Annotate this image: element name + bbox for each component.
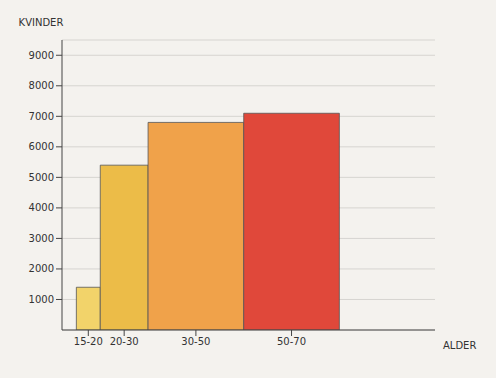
- svg-text:1000: 1000: [29, 294, 54, 305]
- svg-text:ALDER: ALDER: [443, 340, 476, 351]
- svg-text:7000: 7000: [29, 111, 54, 122]
- svg-text:3000: 3000: [29, 233, 54, 244]
- svg-text:5000: 5000: [29, 172, 54, 183]
- svg-text:9000: 9000: [29, 50, 54, 61]
- svg-text:6000: 6000: [29, 141, 54, 152]
- svg-text:20-30: 20-30: [110, 336, 139, 347]
- svg-text:4000: 4000: [29, 202, 54, 213]
- svg-text:30-50: 30-50: [181, 336, 210, 347]
- svg-text:2000: 2000: [29, 263, 54, 274]
- svg-text:50-70: 50-70: [277, 336, 306, 347]
- svg-text:KVINDER: KVINDER: [19, 17, 64, 28]
- svg-text:15-20: 15-20: [74, 336, 103, 347]
- svg-text:8000: 8000: [29, 80, 54, 91]
